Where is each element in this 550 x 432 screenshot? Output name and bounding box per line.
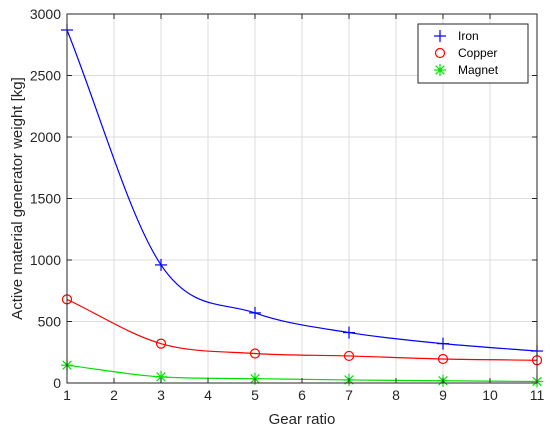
x-tick-label: 8 — [392, 387, 400, 403]
y-tick-label: 0 — [53, 375, 61, 391]
x-tick-label: 5 — [251, 387, 259, 403]
y-tick-label: 2000 — [30, 129, 61, 145]
y-axis-ticks: 0 500 1000 1500 2000 2500 3000 — [30, 6, 537, 391]
x-tick-label: 4 — [204, 387, 212, 403]
legend-label-iron: Iron — [458, 29, 479, 43]
y-tick-label: 3000 — [30, 6, 61, 22]
data-point-copper — [343, 350, 355, 362]
x-tick-label: 1 — [63, 387, 71, 403]
y-axis-label: Active material generator weight [kg] — [9, 77, 26, 320]
data-point-magnet — [155, 370, 167, 383]
x-tick-label: 3 — [157, 387, 165, 403]
y-tick-label: 500 — [38, 314, 62, 330]
legend-label-copper: Copper — [458, 46, 497, 60]
legend-label-magnet: Magnet — [458, 63, 499, 77]
x-tick-label: 7 — [345, 387, 353, 403]
data-point-copper — [249, 348, 261, 359]
series-line-copper — [66, 298, 538, 361]
y-tick-label: 1500 — [30, 191, 61, 207]
data-point-iron — [155, 258, 167, 271]
data-point-copper — [155, 338, 167, 349]
x-tick-label: 10 — [482, 387, 498, 403]
data-point-iron — [249, 306, 261, 319]
y-tick-label: 1000 — [30, 252, 61, 268]
data-point-iron — [343, 326, 355, 339]
x-axis-ticks: 1 2 3 4 5 6 7 8 9 10 11 — [63, 14, 544, 403]
x-axis-label: Gear ratio — [269, 411, 336, 428]
legend-marker-magnet — [434, 64, 446, 76]
x-tick-label: 6 — [298, 387, 306, 403]
data-point-iron — [437, 337, 449, 350]
legend: Iron Copper Magnet — [417, 23, 529, 84]
x-tick-label: 11 — [530, 387, 545, 403]
y-tick-label: 2500 — [30, 68, 61, 84]
data-point-copper — [437, 353, 449, 365]
x-tick-label: 2 — [110, 387, 118, 403]
legend-marker-iron — [434, 30, 446, 42]
legend-marker-copper — [434, 47, 446, 59]
x-tick-label: 9 — [439, 387, 447, 403]
